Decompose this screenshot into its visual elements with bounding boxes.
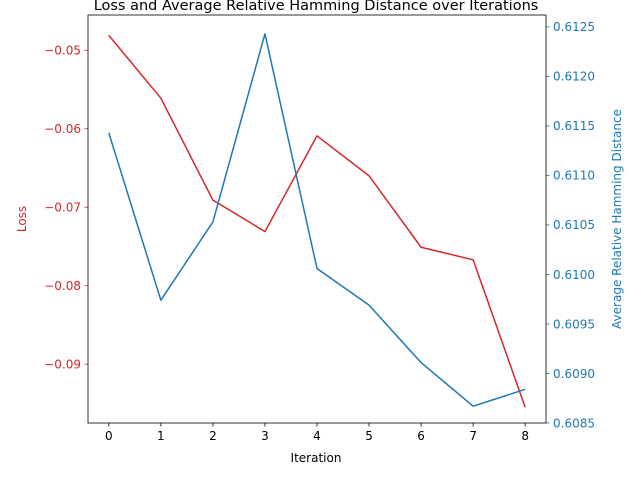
right-y-axis-label: Average Relative Hamming Distance <box>610 109 624 329</box>
right-y-tick-label: 0.6120 <box>553 70 595 84</box>
right-y-tick-label: 0.6115 <box>553 119 595 133</box>
right-y-tick-label: 0.6100 <box>553 268 595 282</box>
left-y-axis-label: Loss <box>15 206 29 232</box>
right-y-tick-label: 0.6090 <box>553 367 595 381</box>
series-layer <box>108 33 526 408</box>
x-tick-label: 4 <box>313 429 321 443</box>
right-y-tick-label: 0.6105 <box>553 218 595 232</box>
right-y-axis: 0.6085 0.6090 0.6095 0.6100 0.6105 0.6110 0.61… <box>546 20 595 430</box>
left-y-tick-label: −0.09 <box>44 357 81 371</box>
x-tick-label: 1 <box>157 429 165 443</box>
right-y-tick-label: 0.6110 <box>553 169 595 183</box>
left-y-tick-label: −0.08 <box>44 279 81 293</box>
series-line-right <box>108 33 526 407</box>
x-tick-label: 8 <box>521 429 529 443</box>
x-tick-label: 5 <box>365 429 373 443</box>
left-y-tick-label: −0.07 <box>44 201 81 215</box>
series-line-left <box>108 34 526 408</box>
right-y-tick-label: 0.6085 <box>553 416 595 430</box>
x-axis: 0 1 2 3 4 5 6 7 8 <box>105 423 529 443</box>
x-tick-label: 2 <box>209 429 217 443</box>
chart-title: Loss and Average Relative Hamming Distan… <box>94 0 539 14</box>
x-tick-label: 6 <box>417 429 425 443</box>
right-y-tick-label: 0.6125 <box>553 20 595 34</box>
x-tick-label: 0 <box>105 429 113 443</box>
left-y-tick-label: −0.06 <box>44 122 81 136</box>
right-y-tick-label: 0.6095 <box>553 317 595 331</box>
left-y-tick-label: −0.05 <box>44 44 81 58</box>
plot-frame <box>87 14 547 424</box>
plot-spines <box>87 14 547 424</box>
x-axis-label: Iteration <box>291 451 342 465</box>
left-y-axis: −0.05 −0.06 −0.07 −0.08 −0.09 <box>44 44 88 371</box>
x-tick-label: 7 <box>469 429 477 443</box>
x-tick-label: 3 <box>261 429 269 443</box>
